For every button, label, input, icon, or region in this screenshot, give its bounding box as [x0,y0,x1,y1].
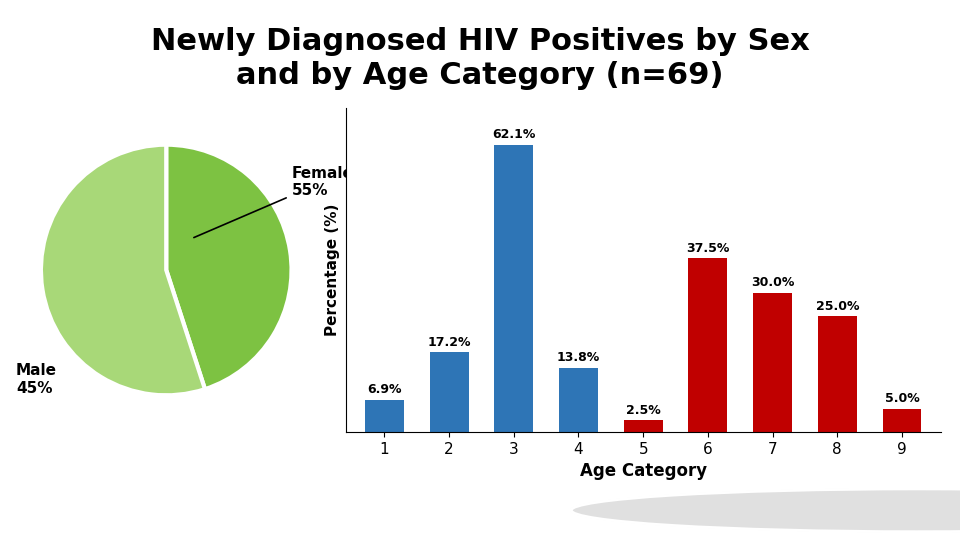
Bar [688,259,728,432]
Bar [882,409,922,432]
Text: 5.0%: 5.0% [884,392,920,405]
Bar [624,421,662,432]
Wedge shape [166,145,292,389]
Bar [754,293,792,432]
Text: 2.5%: 2.5% [626,404,660,417]
Text: 62.1%: 62.1% [492,128,536,141]
Bar [559,368,598,432]
Text: *Preliminary Data from 9 Sites in Addis Ababa
and Amhara Regions, Jan-Feb 2019: *Preliminary Data from 9 Sites in Addis … [19,496,344,524]
Text: 25.0%: 25.0% [816,300,859,313]
Y-axis label: Percentage (%): Percentage (%) [325,204,340,336]
Text: 13.8%: 13.8% [557,352,600,365]
Circle shape [571,489,960,532]
Bar [494,145,533,432]
Text: Male
45%: Male 45% [16,363,57,396]
Text: 37.5%: 37.5% [686,242,730,255]
X-axis label: Age Category: Age Category [580,462,707,480]
Text: 30.0%: 30.0% [751,276,794,289]
Text: 17.2%: 17.2% [427,336,470,349]
Text: Newly Diagnosed HIV Positives by Sex
and by Age Category (n=69): Newly Diagnosed HIV Positives by Sex and… [151,27,809,90]
Text: 6.9%: 6.9% [367,383,401,396]
Text: Female
55%: Female 55% [194,166,353,238]
Bar [365,400,404,432]
Bar [430,353,468,432]
Wedge shape [41,145,204,395]
Bar [818,316,856,432]
Text: Ethiopian Public Health Institute: Ethiopian Public Health Institute [653,503,908,517]
